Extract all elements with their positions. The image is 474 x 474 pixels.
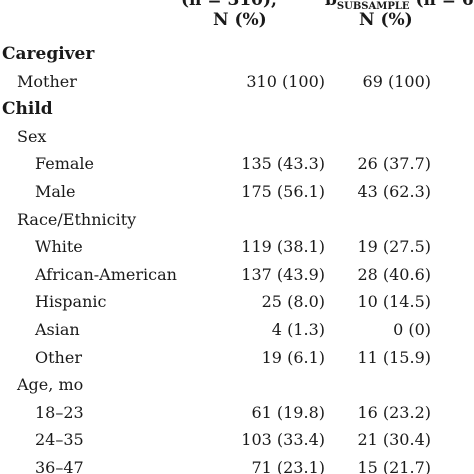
row-value-full-sample: 4 (1.3) [271,320,325,339]
row-label: Other [35,347,82,367]
row-label: Mother [17,71,77,91]
row-label: African-American [35,264,177,284]
row-value-subsample: 69 (100) [362,71,431,91]
table-row: Sex [0,123,474,151]
row-value-full-sample: 19 (6.1) [261,347,325,367]
row-label: Asian [35,320,80,339]
row-value-full-sample: 137 (43.9) [241,264,325,284]
row-label: Child [2,99,53,120]
row-label: Race/Ethnicity [17,209,137,229]
table-row: Child [0,95,474,123]
table-row: 18–23 61 (19.8) 16 (23.2) [0,399,474,427]
row-value-subsample: 21 (30.4) [357,430,431,450]
table-row: 36–47 71 (23.1) 15 (21.7) [0,454,474,474]
header-col2-top-rest: (n = 69) [415,0,474,10]
header-col2-top-sub: SUBSAMPLE [336,1,410,12]
table-row: African-American 137 (43.9) 28 (40.6) [0,261,474,289]
row-label: White [35,237,83,257]
row-label: Male [35,182,76,201]
row-value-subsample: 11 (15.9) [357,347,431,367]
row-value-full-sample: 103 (33.4) [241,430,325,450]
row-label: Sex [17,126,47,146]
table-row: Caregiver [0,40,474,68]
header-col2-top-main: b [325,0,337,10]
header-col2-top: bSUBSAMPLE (n = 69) [325,0,474,12]
table-row: Hispanic 25 (8.0) 10 (14.5) [0,288,474,316]
row-value-full-sample: 25 (8.0) [261,292,325,312]
row-value-subsample: 19 (27.5) [357,237,431,257]
row-value-full-sample: 119 (38.1) [241,237,325,257]
row-value-full-sample: 61 (19.8) [251,402,325,422]
table-row: 24–35 103 (33.4) 21 (30.4) [0,426,474,454]
table-row: Other 19 (6.1) 11 (15.9) [0,344,474,372]
table-row: Female 135 (43.3) 26 (37.7) [0,150,474,178]
row-label: 24–35 [35,430,84,450]
table-row: Asian 4 (1.3) 0 (0) [0,316,474,344]
row-label: Caregiver [2,44,95,64]
row-value-subsample: 43 (62.3) [357,182,431,201]
row-value-subsample: 16 (23.2) [357,402,431,422]
row-value-subsample: 0 (0) [393,320,431,339]
row-label: 18–23 [35,402,84,422]
row-label: Age, mo [17,375,84,395]
row-value-subsample: 15 (21.7) [357,458,431,474]
row-value-full-sample: 71 (23.1) [251,458,325,474]
table-row: Age, mo [0,371,474,399]
row-label: Hispanic [35,292,107,312]
table-row: Race/Ethnicity [0,206,474,234]
header-col1-n: N (%) [213,10,267,30]
header-col2-n: N (%) [359,10,413,30]
table-row: Male 175 (56.1) 43 (62.3) [0,178,474,206]
table-row: White 119 (38.1) 19 (27.5) [0,233,474,261]
row-value-full-sample: 310 (100) [246,71,325,91]
header-col1-top: (n = 310), [181,0,277,10]
header-col1-top-text: (n = 310), [181,0,277,10]
row-value-subsample: 10 (14.5) [357,292,431,312]
row-label: Female [35,154,94,174]
row-label: 36–47 [35,458,84,474]
row-value-full-sample: 135 (43.3) [241,154,325,174]
row-value-subsample: 26 (37.7) [357,154,431,174]
row-value-subsample: 28 (40.6) [357,264,431,284]
row-value-full-sample: 175 (56.1) [241,182,325,201]
table-row: Mother 310 (100) 69 (100) [0,68,474,96]
